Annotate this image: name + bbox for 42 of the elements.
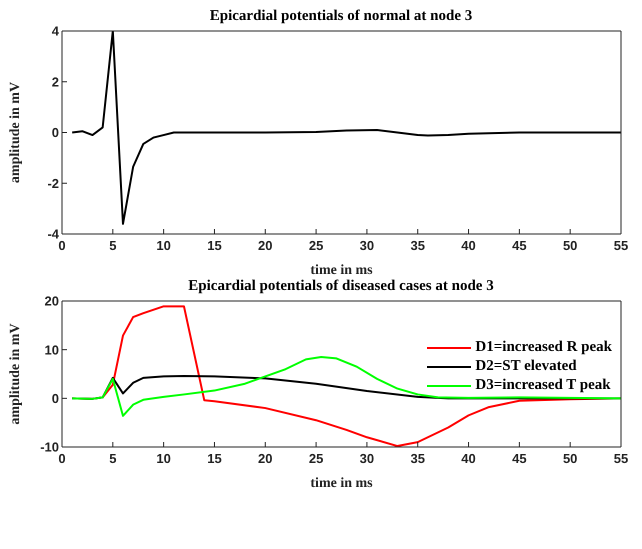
y-tick-label: -2 (47, 176, 59, 191)
x-tick-label: 50 (562, 238, 578, 254)
x-tick-label: 20 (258, 238, 273, 254)
x-tick-label: 5 (109, 451, 116, 466)
x-tick-label: 10 (156, 238, 171, 254)
x-tick-label: 55 (614, 451, 628, 466)
line-series (71, 31, 621, 225)
x-tick-label: 30 (360, 238, 374, 254)
x-axis-title: time in ms (310, 263, 374, 278)
y-tick-label: 20 (44, 294, 59, 309)
chart-title: Epicardial potentials of normal at node 3 (210, 8, 472, 24)
x-tick-label: 10 (156, 451, 171, 466)
x-tick-label: 35 (410, 451, 425, 466)
legend-label: D1=increased R peak (475, 339, 612, 356)
y-tick-label: 0 (52, 125, 59, 140)
x-tick-label: 5 (109, 238, 116, 254)
x-tick-label: 40 (461, 238, 476, 254)
legend-label: D3=increased T peak (475, 377, 611, 394)
x-tick-label: 25 (308, 451, 324, 466)
y-tick-label: 2 (52, 74, 59, 90)
x-tick-label: 25 (308, 238, 324, 254)
x-tick-label: 35 (410, 238, 425, 254)
x-tick-label: 45 (512, 451, 527, 466)
x-tick-label: 50 (562, 451, 578, 466)
y-tick-label: 0 (52, 390, 59, 406)
legend-label: D2=ST elevated (475, 358, 577, 375)
y-tick-label: 10 (44, 342, 59, 358)
x-tick-label: 15 (207, 238, 222, 254)
x-tick-label: 30 (360, 451, 374, 466)
line-series (71, 356, 621, 417)
y-tick-label: 4 (52, 24, 60, 39)
y-tick-label: -4 (47, 226, 60, 242)
y-axis-title: amplitude in mV (8, 82, 23, 184)
x-tick-label: 40 (461, 451, 476, 466)
x-tick-label: 45 (512, 238, 527, 254)
x-tick-label: 15 (207, 451, 222, 466)
y-axis-title: amplitude in mV (8, 323, 23, 425)
chart-title: Epicardial potentials of diseased cases at node 3 (188, 278, 494, 294)
x-axis-title: time in ms (310, 476, 374, 491)
x-tick-label: 20 (258, 451, 273, 466)
y-tick-label: -10 (40, 440, 59, 455)
x-tick-label: 55 (614, 238, 628, 254)
